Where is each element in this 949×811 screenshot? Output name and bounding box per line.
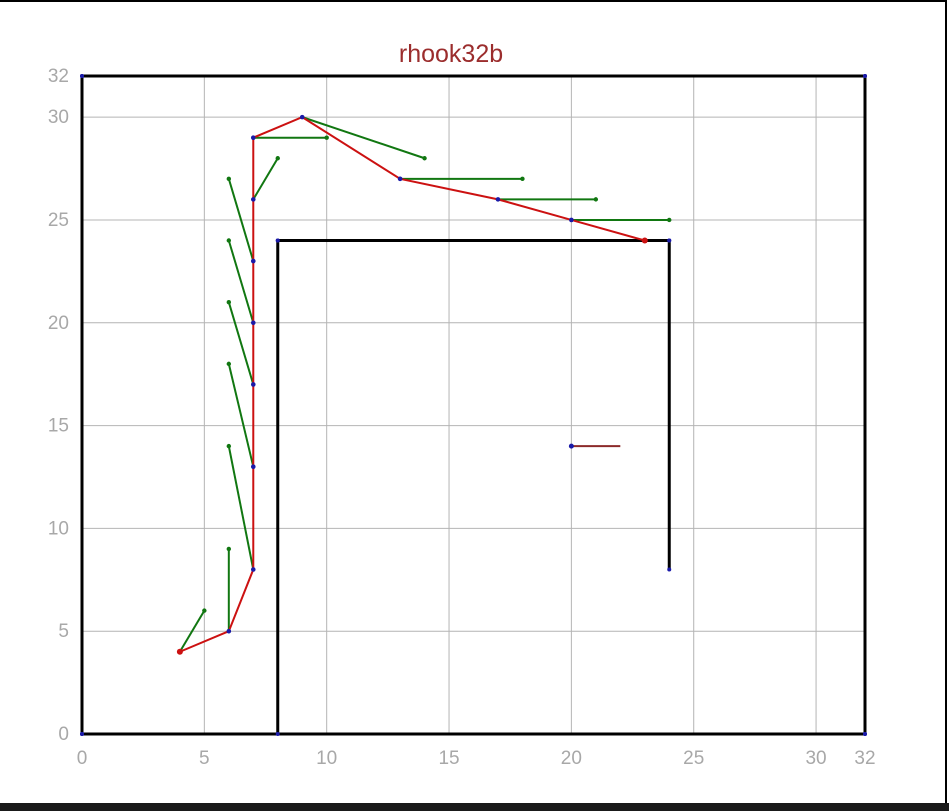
target (568, 443, 621, 449)
walls (80, 74, 867, 736)
x-tick-label: 25 (683, 748, 704, 769)
vector-tip (226, 299, 232, 305)
vector-line (227, 445, 255, 570)
vector-tip (593, 197, 599, 202)
vector-tip (226, 546, 232, 552)
window-bottom-strip (0, 803, 949, 811)
vector-line (252, 157, 279, 200)
x-tick-label: 20 (561, 748, 582, 769)
x-tick-label: 0 (77, 748, 88, 769)
path-node (299, 114, 305, 120)
chart-title: rhook32b (399, 40, 503, 68)
vector-line (179, 610, 206, 653)
path-endpoint (176, 648, 183, 655)
wall-endpoint (667, 238, 672, 243)
vector-tip (226, 361, 232, 367)
y-tick-label: 5 (58, 621, 69, 642)
vector-tip (226, 238, 232, 243)
x-tick-label: 32 (854, 748, 875, 769)
path-node (226, 628, 232, 634)
path-node (250, 464, 256, 469)
vectors (179, 116, 672, 653)
tick-labels: 0 5 10 15 20 25 30 32 0 5 10 15 20 25 30 32 (48, 66, 876, 769)
target-point (568, 443, 574, 449)
vector-tip (226, 443, 232, 449)
path-node (250, 382, 256, 387)
path-line (179, 116, 646, 653)
x-tick-label: 15 (438, 748, 459, 769)
wall-endpoint (80, 732, 84, 736)
path-node (250, 197, 256, 202)
y-tick-label: 15 (48, 416, 69, 437)
wall-endpoint (863, 74, 867, 78)
y-tick-label: 30 (48, 107, 69, 128)
path-node (569, 217, 574, 223)
x-tick-label: 5 (199, 748, 210, 769)
path-node (250, 320, 256, 326)
path (176, 114, 648, 655)
path-endpoint (641, 237, 648, 244)
wall-endpoint (863, 732, 867, 736)
vector-line (227, 178, 255, 262)
vector-tip (324, 135, 329, 140)
wall-endpoint (275, 732, 280, 736)
y-tick-label: 10 (48, 518, 69, 539)
y-tick-label: 25 (48, 210, 69, 231)
vector-tip (202, 608, 207, 613)
x-tick-label: 30 (805, 748, 826, 769)
vector-line (227, 363, 255, 467)
y-tick-label: 0 (58, 724, 69, 745)
path-node (495, 197, 501, 202)
path-node (250, 135, 256, 140)
vector-line (227, 240, 255, 324)
vector-tip (422, 156, 427, 161)
path-node (397, 176, 403, 182)
vector-line (301, 116, 425, 160)
vector-tip (667, 217, 672, 223)
vector-tip (275, 156, 280, 161)
x-tick-label: 10 (316, 748, 337, 769)
wall-endpoint (667, 567, 672, 572)
y-tick-label: 32 (48, 66, 69, 87)
wall-endpoint (275, 238, 280, 243)
vector-line (227, 301, 255, 385)
path-node (250, 567, 256, 572)
y-tick-label: 20 (48, 313, 69, 334)
vector-tip (520, 176, 525, 182)
vector-tip (226, 176, 232, 182)
wall-endpoint (80, 74, 84, 78)
grid (82, 76, 865, 734)
path-node (250, 258, 256, 264)
